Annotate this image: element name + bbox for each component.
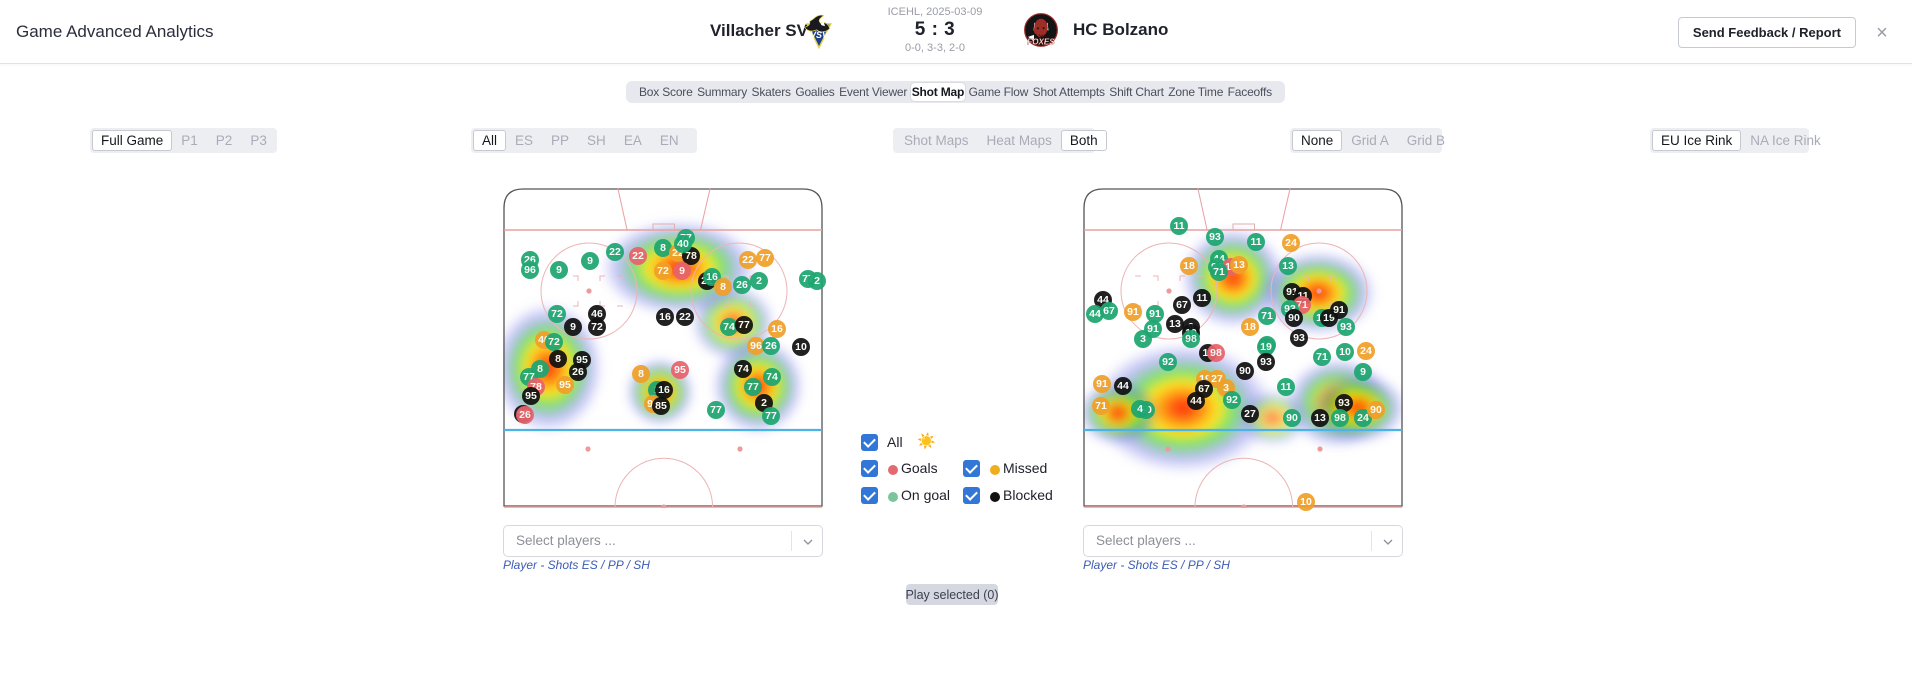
- svg-text:VSV: VSV: [810, 30, 829, 40]
- svg-text:FOXES: FOXES: [1027, 38, 1055, 47]
